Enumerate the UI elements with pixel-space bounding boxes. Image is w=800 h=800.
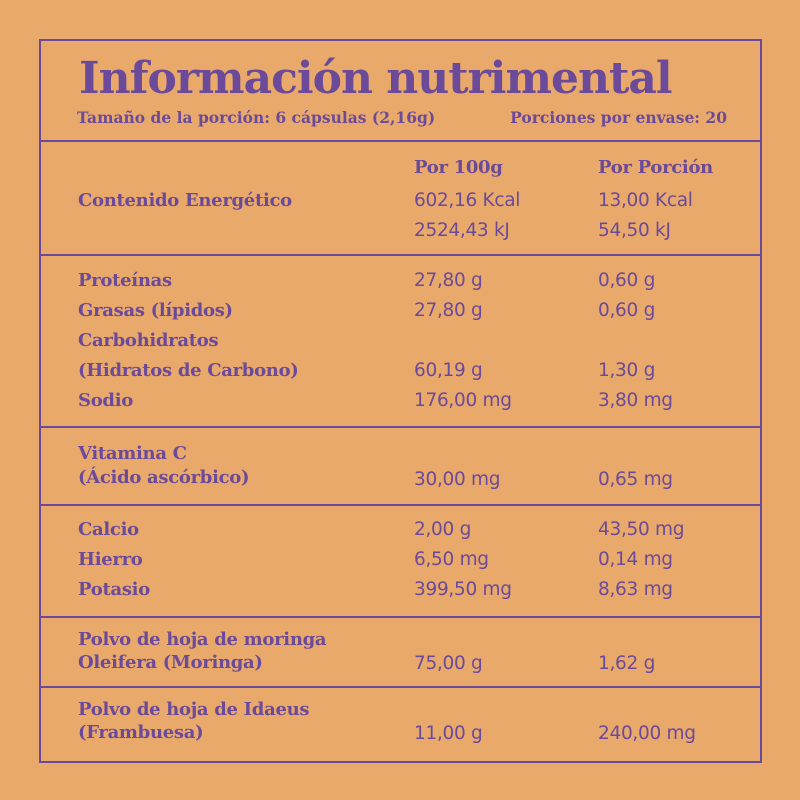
energy-kcal-per-100g: 602,16 Kcal	[414, 190, 521, 211]
protein-per-serving: 0,60 g	[598, 270, 656, 291]
raspberry-per-100g: 11,00 g	[414, 723, 483, 744]
sodium-per-serving: 3,80 mg	[598, 390, 673, 411]
serving-size: Tamaño de la porción: 6 cápsulas (2,16g)	[77, 108, 436, 127]
moringa-per-100g: 75,00 g	[414, 653, 483, 674]
iron-per-100g: 6,50 mg	[414, 549, 489, 570]
divider	[41, 254, 760, 256]
calcium-per-serving: 43,50 mg	[598, 519, 685, 540]
energy-kj-per-serving: 54,50 kJ	[598, 220, 671, 241]
fat-per-serving: 0,60 g	[598, 300, 656, 321]
sodium-label: Sodio	[78, 390, 133, 411]
protein-label: Proteínas	[78, 270, 172, 291]
potassium-label: Potasio	[78, 579, 150, 600]
divider	[41, 504, 760, 506]
energy-label: Contenido Energético	[78, 190, 292, 211]
divider	[41, 426, 760, 428]
potassium-per-serving: 8,63 mg	[598, 579, 673, 600]
fat-label: Grasas (lípidos)	[78, 300, 233, 321]
nutrition-facts-panel: Información nutrimental Tamaño de la por…	[39, 39, 762, 763]
column-header-per-serving: Por Porción	[598, 157, 713, 178]
raspberry-per-serving: 240,00 mg	[598, 723, 696, 744]
moringa-label: Polvo de hoja de moringa	[78, 629, 327, 650]
raspberry-label-detail: (Frambuesa)	[78, 722, 204, 743]
energy-kcal-per-serving: 13,00 Kcal	[598, 190, 693, 211]
carbs-label: Carbohidratos	[78, 330, 219, 351]
calcium-label: Calcio	[78, 519, 139, 540]
carbs-per-serving: 1,30 g	[598, 360, 656, 381]
servings-per-container: Porciones por envase: 20	[510, 108, 727, 127]
column-header-per-100g: Por 100g	[414, 157, 503, 178]
energy-kj-per-100g: 2524,43 kJ	[414, 220, 510, 241]
moringa-per-serving: 1,62 g	[598, 653, 656, 674]
iron-label: Hierro	[78, 549, 143, 570]
vitamin-c-per-serving: 0,65 mg	[598, 469, 673, 490]
raspberry-label: Polvo de hoja de Idaeus	[78, 699, 310, 720]
divider	[41, 616, 760, 618]
iron-per-serving: 0,14 mg	[598, 549, 673, 570]
moringa-label-detail: Oleifera (Moringa)	[78, 652, 263, 673]
page-title: Información nutrimental	[79, 53, 673, 104]
carbs-label-detail: (Hidratos de Carbono)	[78, 360, 299, 381]
divider	[41, 140, 760, 142]
carbs-per-100g: 60,19 g	[414, 360, 483, 381]
divider	[41, 686, 760, 688]
vitamin-c-label-detail: (Ácido ascórbico)	[78, 467, 250, 488]
fat-per-100g: 27,80 g	[414, 300, 483, 321]
calcium-per-100g: 2,00 g	[414, 519, 472, 540]
potassium-per-100g: 399,50 mg	[414, 579, 512, 600]
vitamin-c-label: Vitamina C	[78, 443, 187, 464]
sodium-per-100g: 176,00 mg	[414, 390, 512, 411]
vitamin-c-per-100g: 30,00 mg	[414, 469, 501, 490]
protein-per-100g: 27,80 g	[414, 270, 483, 291]
